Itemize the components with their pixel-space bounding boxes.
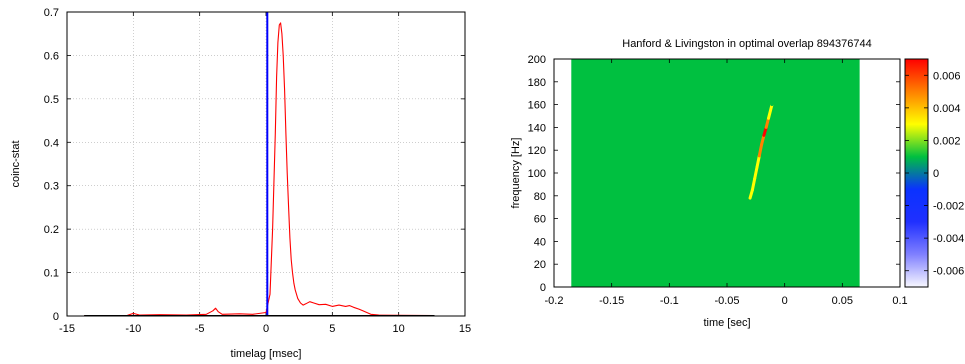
coinc-stat-chart: -15 -10 -5 0 5 10 15 0 0.1 0.2 0.3 0.4 0.5 0.6 0.7 ti… <box>10 7 471 360</box>
chart2-y-tick-label: 20 <box>534 259 546 271</box>
chirp-segment <box>764 116 771 129</box>
chart1-x-axis-label: timelag [msec] <box>231 348 302 360</box>
chart2-x-tick-label: -0.1 <box>660 295 679 307</box>
chart1-y-ticks: 0 0.1 0.2 0.3 0.4 0.5 0.6 0.7 <box>44 7 465 323</box>
chart1-y-tick-label: 0.1 <box>44 268 59 280</box>
chart2-y-tick-label: 40 <box>534 236 546 248</box>
chart1-x-tick-label: 10 <box>393 323 405 335</box>
chart1-y-tick-label: 0.4 <box>44 137 59 149</box>
chirp-segment <box>757 143 764 158</box>
chart1-x-tick-label: 0 <box>263 323 269 335</box>
chart1-x-ticks: -15 -10 -5 0 5 10 15 <box>59 12 471 335</box>
chart1-x-tick-label: 15 <box>459 323 471 335</box>
chart2-x-tick-label: 0 <box>782 295 788 307</box>
chart2-y-tick-label: 180 <box>528 77 546 89</box>
chart2-y-tick-label: 80 <box>534 191 546 203</box>
colorbar-tick-label: -0.002 <box>933 201 964 213</box>
chart1-x-tick-label: -10 <box>125 323 141 335</box>
spectrogram-background <box>571 59 860 287</box>
chirp-segment <box>770 80 779 107</box>
colorbar-tick-label: 0.004 <box>933 103 961 115</box>
chirp-segment <box>753 165 759 181</box>
colorbar: 0.006 0.004 0.002 0 -0.002 -0.004 -0.006 <box>904 58 964 288</box>
chart2-y-tick-label: 120 <box>528 145 546 157</box>
chart2-y-tick-label: 60 <box>534 214 546 226</box>
chart1-y-tick-label: 0.5 <box>44 94 59 106</box>
chart1-series-red-line <box>84 22 435 317</box>
colorbar-tick-label: 0 <box>933 168 939 180</box>
chart1-y-tick-label: 0.6 <box>44 50 59 62</box>
colorbar-tick-label: -0.004 <box>933 233 964 245</box>
colorbar-tick-label: 0.002 <box>933 135 961 147</box>
chart2-y-tick-label: 160 <box>528 100 546 112</box>
spectrogram-chirp-track <box>748 80 779 200</box>
colorbar-tick-label: 0.006 <box>933 70 961 82</box>
chart2-x-ticks: -0.2 -0.15 -0.1 -0.05 0 0.05 0.1 <box>545 59 908 307</box>
chirp-segment <box>760 133 766 146</box>
chart2-x-tick-label: 0.05 <box>832 295 853 307</box>
chart2-y-tick-label: 200 <box>528 54 546 66</box>
chart1-y-tick-label: 0.3 <box>44 181 59 193</box>
chart2-x-tick-label: 0.1 <box>892 295 907 307</box>
chart2-x-tick-label: -0.2 <box>545 295 564 307</box>
chart2-y-axis-label: frequency [Hz] <box>510 138 522 209</box>
chart1-y-axis-label: coinc-stat <box>10 140 22 187</box>
chart1-x-tick-label: -5 <box>195 323 205 335</box>
chart2-title: Hanford & Livingston in optimal overlap … <box>622 38 872 50</box>
chirp-segment <box>750 177 757 192</box>
chart1-y-tick-label: 0.2 <box>44 224 59 236</box>
chart2-y-ticks: 0 20 40 60 80 100 120 140 160 180 200 <box>528 54 900 294</box>
chart2-x-axis-label: time [sec] <box>703 317 750 329</box>
chart1-x-tick-label: -15 <box>59 323 75 335</box>
chart2-x-tick-label: -0.15 <box>599 295 624 307</box>
chart1-y-tick-label: 0.7 <box>44 7 59 19</box>
chirp-segment <box>767 103 774 120</box>
colorbar-tick-label: -0.006 <box>933 266 964 278</box>
chart1-x-tick-label: 5 <box>329 323 335 335</box>
colorbar-ticks: 0.006 0.004 0.002 0 -0.002 -0.004 -0.006 <box>905 70 964 278</box>
chart2-frame <box>553 58 901 288</box>
chart2-y-tick-label: 140 <box>528 122 546 134</box>
chirp-segment <box>755 154 761 169</box>
chart2-y-tick-label: 0 <box>540 282 546 294</box>
chart1-frame <box>66 11 466 317</box>
chart2-x-tick-label: -0.05 <box>714 295 739 307</box>
spectrogram-chart: Hanford & Livingston in optimal overlap … <box>510 38 908 329</box>
chart1-grid <box>67 12 465 316</box>
chart1-series <box>84 12 435 317</box>
chart2-y-tick-label: 100 <box>528 168 546 180</box>
chart1-y-tick-label: 0 <box>53 311 59 323</box>
